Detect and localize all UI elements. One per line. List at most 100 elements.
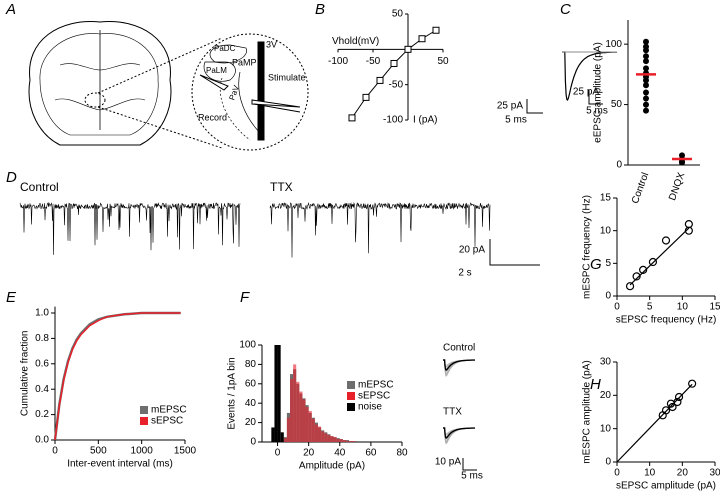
hist-bar — [324, 433, 328, 442]
hist-bar — [333, 437, 337, 442]
hist-bar — [311, 418, 315, 442]
scale-label: 10 pA — [435, 457, 461, 468]
point — [643, 95, 649, 102]
x-axis-label: sEPSC frequency (Hz) — [616, 315, 717, 326]
trace — [470, 45, 535, 97]
hist-bar — [302, 399, 306, 442]
brain-diagram — [28, 21, 309, 151]
y-tick-label: 100 — [605, 39, 622, 50]
y-tick-label: 0 — [616, 160, 622, 171]
point — [432, 26, 440, 34]
trace-label: Control — [20, 180, 59, 194]
y-tick-label: 0 — [250, 437, 256, 448]
point — [643, 38, 649, 45]
x-tick-label: -100 — [328, 56, 348, 67]
y-tick-label: 50 — [392, 9, 404, 20]
hist-bar — [330, 436, 334, 442]
scale-label: 5 ms — [461, 471, 483, 482]
scale-bar — [526, 99, 543, 114]
panel-label: E — [6, 289, 17, 306]
panel-label: C — [560, 1, 571, 18]
x-tick-label: 10 — [677, 302, 689, 313]
point — [418, 35, 426, 43]
region-label: PaDC — [214, 44, 236, 53]
x-axis-label: sEPSC amplitude (pA) — [616, 481, 716, 491]
point — [643, 58, 649, 65]
x-tick-label: DNQX — [667, 171, 687, 202]
y-tick-label: 20 — [245, 417, 257, 428]
x-tick-label: 60 — [365, 448, 377, 459]
point — [643, 53, 649, 60]
x-tick-label: 10 — [644, 468, 656, 479]
x-tick-label: 0 — [614, 468, 620, 479]
hist-bar — [290, 378, 294, 442]
x-tick-label: 0 — [52, 446, 58, 457]
point — [643, 77, 649, 84]
y-tick-label: 10 — [600, 423, 612, 434]
region-label: Record — [198, 112, 227, 122]
y-tick-label: 1.0 — [35, 308, 49, 319]
x-tick-label: 80 — [396, 448, 408, 459]
y-tick-label: 10 — [600, 225, 612, 236]
trace — [443, 359, 475, 371]
x-tick-label: 1500 — [174, 446, 197, 457]
y-tick-label: 5 — [605, 258, 611, 269]
panel-label: G — [590, 256, 602, 273]
panel-label: A — [5, 1, 16, 18]
legend-label: sEPSC — [358, 391, 390, 402]
legend-swatch — [347, 403, 355, 411]
scale-label: 5 ms — [586, 106, 608, 117]
hist-bar — [299, 391, 303, 442]
point — [674, 392, 684, 402]
legend-swatch — [140, 417, 148, 425]
legend-label: noise — [358, 402, 382, 413]
x-tick-label: 50 — [437, 56, 449, 67]
point — [661, 236, 671, 245]
point — [661, 406, 671, 415]
y-tick-label: 20 — [600, 390, 612, 401]
trace — [443, 427, 475, 439]
hist-bar — [327, 435, 331, 442]
x-axis-label: Amplitude (pA) — [299, 461, 365, 472]
y-tick-label: 0.4 — [35, 384, 49, 395]
y-tick-label: 0.8 — [35, 333, 49, 344]
region-label: PaLM — [206, 66, 227, 75]
panel-label: D — [6, 169, 17, 186]
y-axis-label: Cumulative fraction — [20, 331, 31, 417]
hist-bar — [336, 439, 340, 442]
y-tick-label: 80 — [245, 359, 257, 370]
legend-label: mEPSC — [151, 405, 187, 416]
hist-bar — [352, 441, 356, 442]
x-tick-label: 500 — [90, 446, 107, 457]
x-tick-label: 20 — [677, 468, 689, 479]
trace — [470, 37, 535, 45]
trace — [470, 45, 535, 55]
y-tick-label: -50 — [389, 79, 404, 90]
y-axis-label: mESPC amplitude (pA) — [582, 360, 593, 463]
scale-label: 25 pA — [497, 101, 523, 112]
point — [643, 65, 649, 72]
y-tick-label: 60 — [245, 378, 257, 389]
point — [639, 265, 648, 274]
hist-bar — [296, 381, 300, 442]
series-line — [54, 312, 181, 441]
hist-bar — [271, 427, 275, 442]
y-tick-label: 15 — [600, 193, 612, 204]
hist-bar — [280, 432, 284, 442]
legend-swatch — [140, 406, 148, 414]
y-tick-label: 0 — [605, 291, 611, 302]
y-tick-label: 0.0 — [35, 435, 49, 446]
hist-bar — [318, 426, 322, 442]
point — [648, 257, 658, 267]
region-label: 3V — [266, 39, 277, 49]
scale-label: 5 ms — [505, 115, 527, 126]
hist-bar — [305, 407, 309, 442]
hist-bar — [274, 345, 278, 442]
x-axis-label: Vhold(mV) — [332, 36, 379, 47]
trace — [470, 45, 535, 67]
hist-bar — [314, 424, 318, 442]
point — [679, 159, 685, 166]
y-axis-label: mESPC frequency (Hz) — [582, 195, 593, 299]
point — [643, 47, 649, 54]
